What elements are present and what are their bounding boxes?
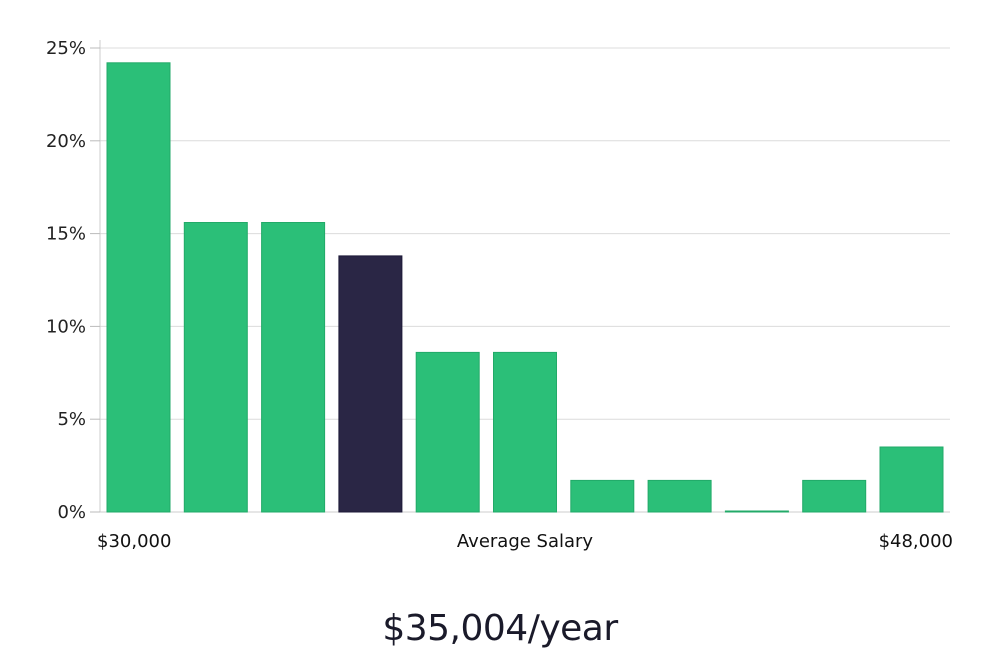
- histogram-bar-highlighted: [338, 255, 403, 513]
- y-axis-ticks: 0% 5% 10% 15% 20% 25%: [46, 38, 100, 523]
- histogram-bar: [647, 479, 712, 513]
- average-salary-value: $35,004/year: [382, 608, 618, 649]
- histogram-bar: [879, 446, 944, 513]
- histogram-bar: [106, 62, 171, 513]
- histogram-bar: [802, 479, 867, 513]
- x-axis-max-label: $48,000: [879, 531, 953, 552]
- salary-histogram: 0%5%10%15%20%25% $30,000 Average Salary …: [46, 38, 953, 552]
- histogram-bar: [183, 222, 248, 513]
- histogram-bar: [493, 351, 557, 513]
- y-tick-label: 10%: [46, 316, 86, 337]
- y-tick-label: 15%: [46, 224, 86, 245]
- y-tick-label: 0%: [57, 502, 86, 523]
- histogram-bar: [570, 479, 635, 513]
- x-axis-min-label: $30,000: [97, 531, 171, 552]
- x-axis-label: Average Salary: [457, 531, 594, 552]
- histogram-bar: [724, 510, 789, 513]
- y-tick-label: 20%: [46, 131, 86, 152]
- histogram-bar: [415, 351, 480, 513]
- y-tick-label: 5%: [57, 409, 86, 430]
- y-tick-label: 25%: [46, 38, 86, 59]
- bars: [106, 62, 944, 513]
- histogram-bar: [261, 222, 326, 513]
